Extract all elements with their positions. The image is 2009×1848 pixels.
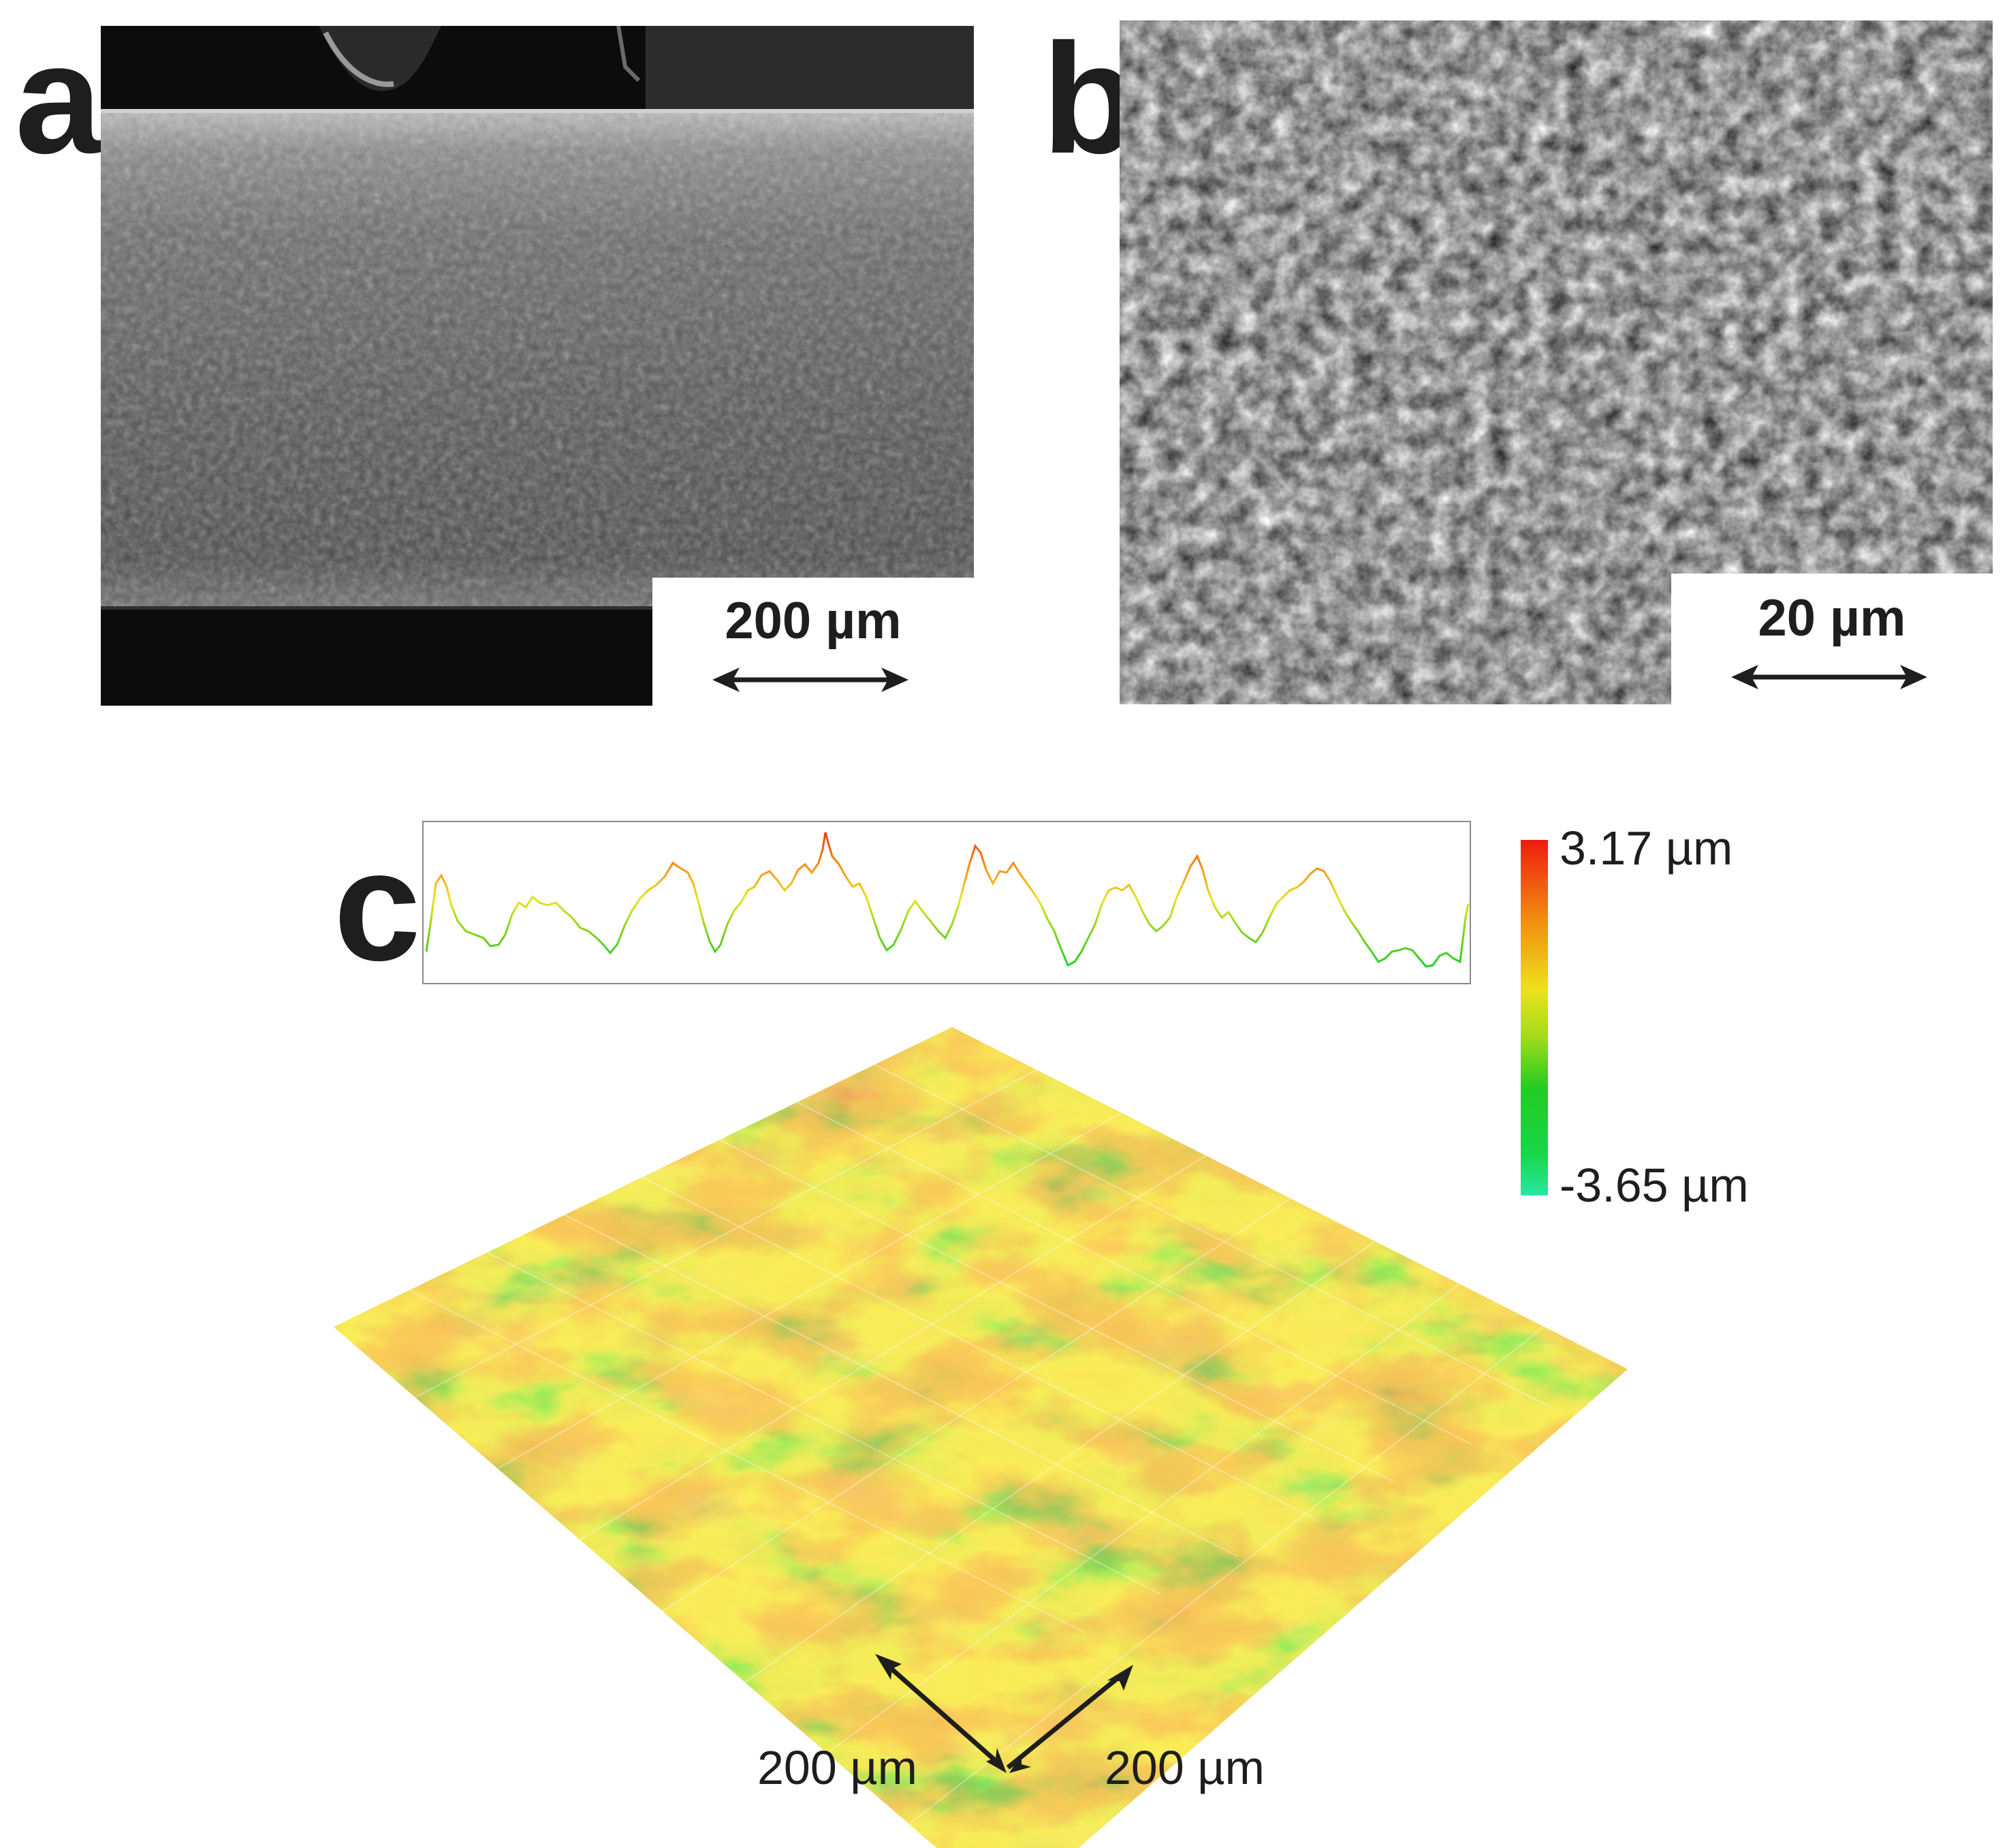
double-arrow-icon <box>712 668 908 692</box>
height-profile-plot <box>422 821 1471 984</box>
axis-label-left: 200 µm <box>757 1741 917 1794</box>
colorbar-max-label: 3.17 µm <box>1560 821 1733 875</box>
axis-arrows <box>875 1654 1133 1773</box>
scale-bar-label-a: 200 µm <box>725 592 902 650</box>
scale-bar-box-a: 200 µm <box>652 578 974 706</box>
double-arrow-icon <box>1731 665 1927 689</box>
colorbar-min-label: -3.65 µm <box>1560 1159 1749 1212</box>
panel-label-c: c <box>334 818 421 993</box>
scale-bar-label-b: 20 µm <box>1758 589 1906 647</box>
scale-bar-box-b: 20 µm <box>1671 574 1993 704</box>
sem-image-surface: 20 µm <box>1120 20 1993 704</box>
height-profile-line <box>425 832 1470 968</box>
axis-label-right: 200 µm <box>1105 1741 1265 1794</box>
height-color-scale <box>1521 840 1548 1195</box>
sem-image-fiber: 200 µm <box>101 26 974 706</box>
panel-label-a: a <box>15 11 102 186</box>
